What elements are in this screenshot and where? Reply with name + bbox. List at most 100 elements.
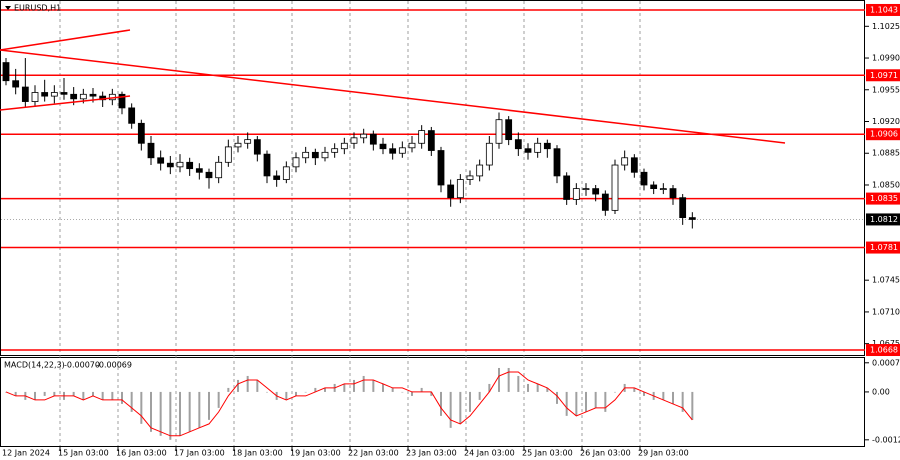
x-tick-label: 12 Jan 2024 [2,449,50,458]
level-label: 1.0835 [870,194,898,203]
candle-body [592,188,600,195]
macd-bar [121,391,123,404]
macd-bar [198,391,201,428]
y-tick-label: 1.0675 [872,339,900,348]
macd-bar [643,391,645,396]
macd-bar [411,391,413,396]
candle-body [292,157,300,168]
candle-body [679,197,687,219]
macd-bar [246,375,249,392]
candle-body [688,217,696,220]
macd-bar [208,391,210,420]
candle-body [398,147,406,154]
macd-bar [169,391,172,440]
candle-body [302,151,310,159]
candle-body [118,93,126,109]
x-tick-label: 25 Jan 03:00 [522,449,573,458]
x-tick-label: 26 Jan 03:00 [580,449,631,458]
macd-bar [459,391,462,424]
candle-body [340,142,348,150]
macd-bar [150,391,152,432]
candle-body [418,130,426,144]
macd-bar [401,391,404,393]
macd-bar [546,387,549,392]
y-tick-label: 1.0710 [872,307,900,316]
candle-body [650,184,658,190]
macd-bar [672,391,674,404]
y-tick-label: 1.0990 [872,54,900,63]
trendlines [0,29,786,144]
macd-bar [691,391,694,420]
macd-bar [72,391,75,396]
macd-panel-frame [0,357,865,447]
macd-bar [34,391,36,400]
x-tick-label: 23 Jan 03:00 [406,449,457,458]
x-tick-label: 29 Jan 03:00 [638,449,689,458]
trendline [0,49,786,144]
candle-body [495,119,503,144]
macd-bar [527,383,529,392]
candle-body [128,107,136,124]
macd-bar [604,391,607,412]
candle-body [21,86,29,102]
macd-bar [43,391,46,396]
y-tick-label: 0.00073 [872,358,900,367]
macd-bar [614,391,616,393]
y-tick-label: 1.0885 [872,149,900,158]
macd-bar [353,379,355,392]
macd-bar [159,391,162,436]
macd-bar [420,387,423,392]
candle-body [157,157,165,164]
level-label: 1.0971 [870,71,898,80]
macd-title: MACD(14,22,3) [4,361,65,370]
macd-bar [430,391,433,396]
current-price-box [866,213,900,226]
macd-bar [92,391,94,396]
candle-body [263,153,271,177]
y-tick-label: 1.0850 [872,180,900,189]
candle-body [331,148,339,153]
macd-bar [633,387,636,392]
candle-body [524,148,532,153]
level-label-box [866,344,900,357]
candle-body [669,188,677,199]
marks-layer [1,9,865,440]
candle-body [31,92,39,102]
candle-body [601,193,609,211]
candle-body [360,133,368,139]
macd-bar [440,391,442,416]
macd-bar [536,383,539,392]
current-price-label: 1.0812 [870,215,898,224]
candle-body [41,92,49,97]
macd-bar [179,391,181,436]
labels-layer: EURUSD,H1 MACD(14,22,3) -0.00070 -0.0006… [2,4,900,458]
level-label-box [866,3,900,16]
level-label-box [866,241,900,254]
macd-bar [256,379,259,392]
y-tick-label: 1.0745 [872,276,900,285]
macd-readout: -0.00069 [96,361,132,370]
price-panel-frame [0,0,865,356]
macd-bar [478,391,481,400]
macd-bar [101,391,104,400]
level-label: 1.0906 [870,130,898,139]
macd-bar [662,391,665,400]
x-tick-label: 16 Jan 03:00 [116,449,167,458]
candle-body [79,93,87,100]
macd-bar [498,367,500,392]
x-tick-label: 18 Jan 03:00 [232,449,283,458]
chart-title: EURUSD,H1 [14,4,61,13]
macd-bar [314,387,317,392]
x-tick-label: 24 Jan 03:00 [464,449,515,458]
candle-body [630,157,638,173]
candle-body [466,175,474,180]
level-label: 1.0781 [870,243,898,252]
macd-bar [285,391,288,400]
candle-body [621,157,629,166]
macd-bar [111,391,114,400]
macd-bar [681,391,684,412]
candle-body [186,161,194,170]
candle-body [311,151,319,159]
